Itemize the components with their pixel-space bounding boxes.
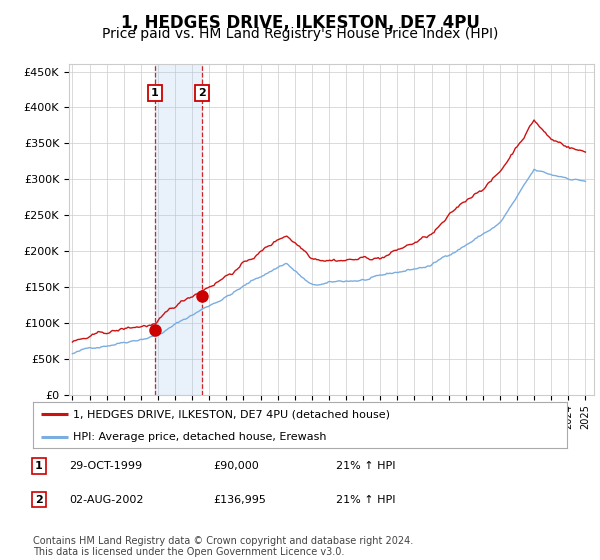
Bar bbox=[155, 64, 202, 395]
Text: 1: 1 bbox=[35, 461, 43, 471]
Text: 21% ↑ HPI: 21% ↑ HPI bbox=[336, 461, 395, 471]
Text: 1, HEDGES DRIVE, ILKESTON, DE7 4PU (detached house): 1, HEDGES DRIVE, ILKESTON, DE7 4PU (deta… bbox=[73, 409, 390, 419]
Text: £136,995: £136,995 bbox=[213, 494, 266, 505]
Text: 2: 2 bbox=[198, 88, 206, 98]
Text: Contains HM Land Registry data © Crown copyright and database right 2024.
This d: Contains HM Land Registry data © Crown c… bbox=[33, 535, 413, 557]
Text: Price paid vs. HM Land Registry's House Price Index (HPI): Price paid vs. HM Land Registry's House … bbox=[102, 27, 498, 41]
Text: 02-AUG-2002: 02-AUG-2002 bbox=[69, 494, 143, 505]
Text: 29-OCT-1999: 29-OCT-1999 bbox=[69, 461, 142, 471]
Text: HPI: Average price, detached house, Erewash: HPI: Average price, detached house, Erew… bbox=[73, 432, 326, 441]
Text: 1, HEDGES DRIVE, ILKESTON, DE7 4PU: 1, HEDGES DRIVE, ILKESTON, DE7 4PU bbox=[121, 14, 479, 32]
Text: 1: 1 bbox=[151, 88, 159, 98]
Text: £90,000: £90,000 bbox=[213, 461, 259, 471]
Text: 21% ↑ HPI: 21% ↑ HPI bbox=[336, 494, 395, 505]
Text: 2: 2 bbox=[35, 494, 43, 505]
